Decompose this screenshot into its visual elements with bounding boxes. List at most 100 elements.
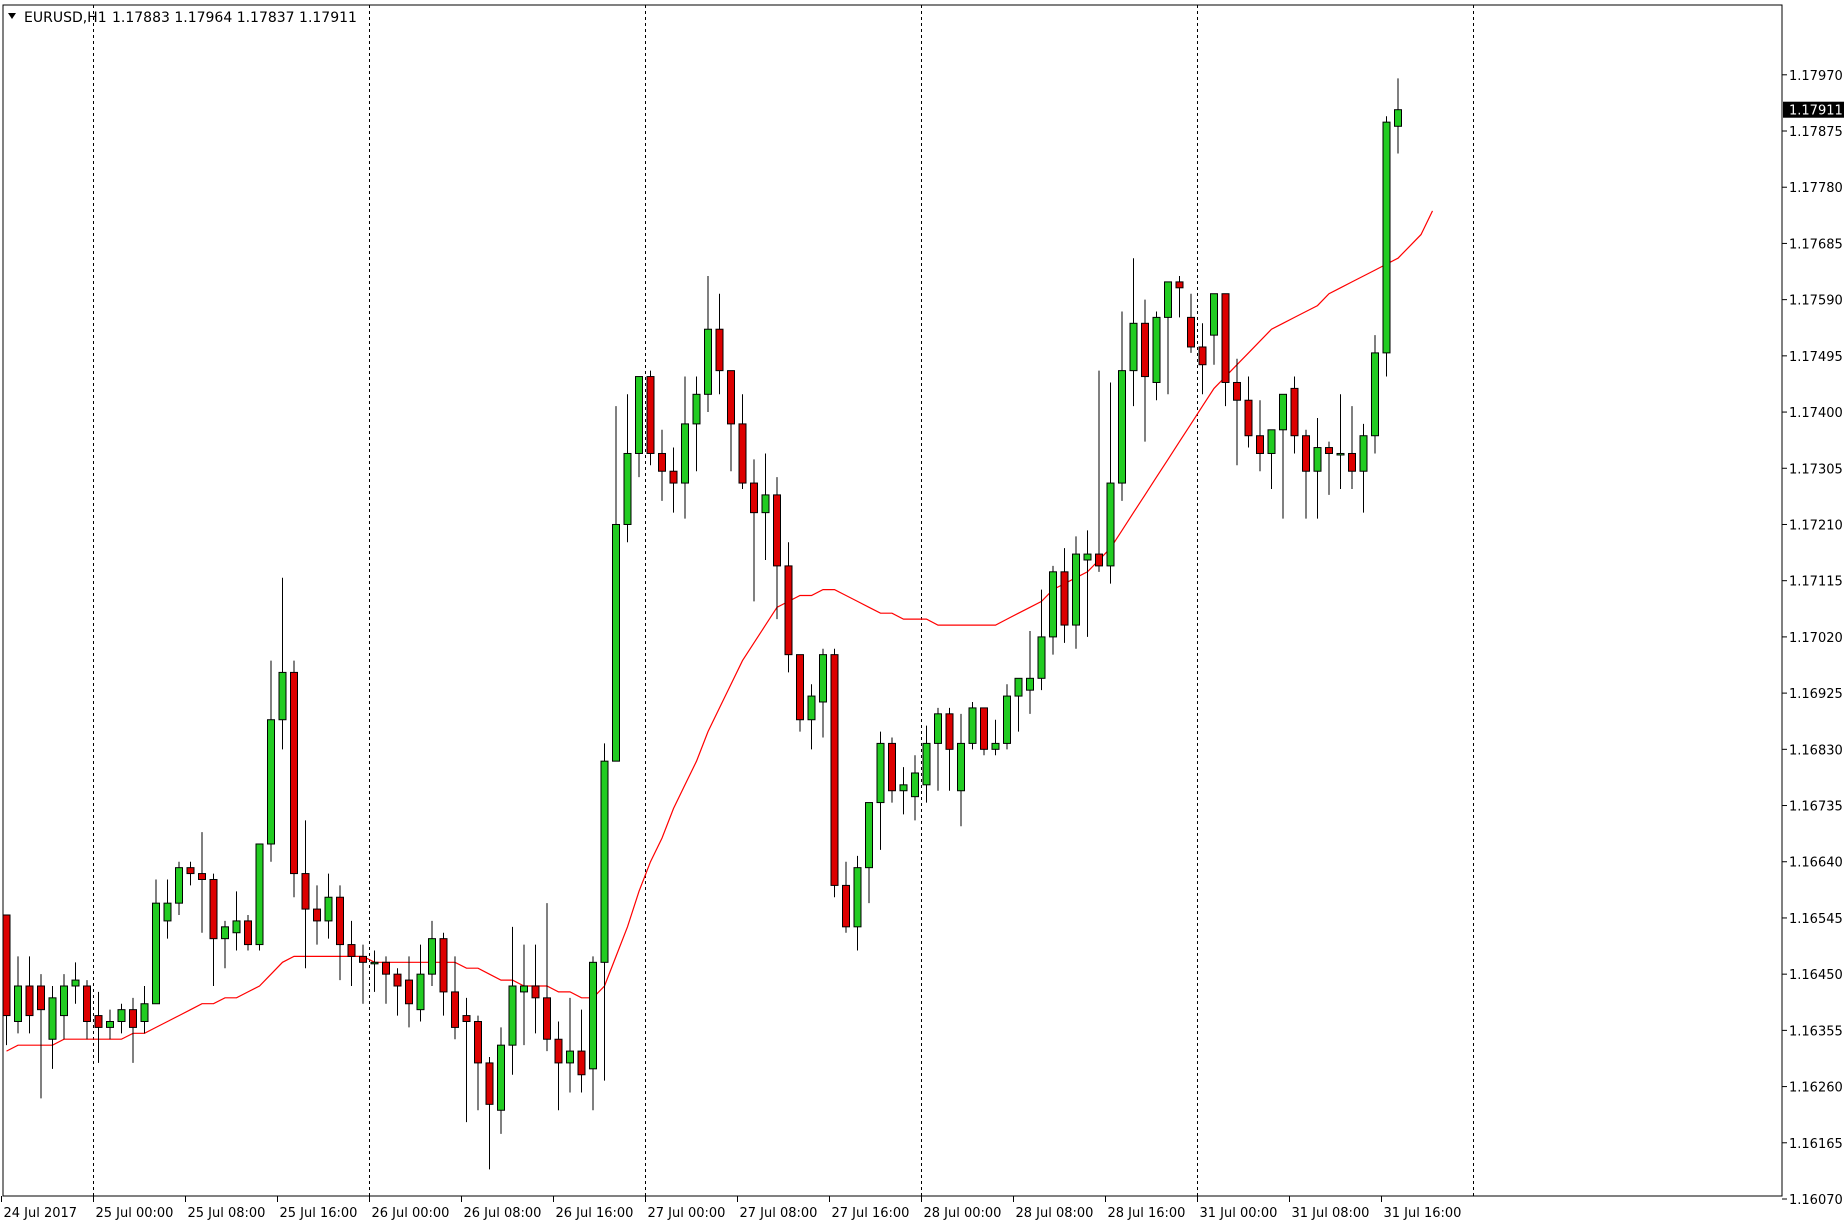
candle[interactable] (370, 950, 379, 992)
candle[interactable] (1313, 417, 1322, 519)
candle[interactable] (451, 956, 459, 1040)
candle[interactable] (94, 991, 103, 1063)
candle[interactable] (646, 370, 655, 466)
candle[interactable] (347, 920, 356, 986)
candle[interactable] (612, 406, 620, 762)
candle[interactable] (25, 956, 34, 1034)
candle[interactable] (784, 542, 793, 673)
candle[interactable] (382, 956, 390, 1004)
candle[interactable] (1164, 281, 1172, 395)
candle[interactable] (278, 577, 287, 750)
candle[interactable] (543, 903, 551, 1052)
candle[interactable] (577, 1009, 586, 1093)
candle[interactable] (1003, 684, 1011, 750)
candle[interactable] (945, 707, 954, 791)
candle[interactable] (290, 660, 298, 898)
candle[interactable] (773, 477, 781, 620)
candle[interactable] (888, 737, 896, 803)
candle[interactable] (106, 1009, 114, 1040)
candle[interactable] (1302, 429, 1310, 519)
candle[interactable] (899, 767, 908, 815)
candle[interactable] (71, 962, 80, 1004)
candle[interactable] (727, 370, 735, 472)
candle[interactable] (1129, 258, 1138, 407)
candle[interactable] (140, 985, 149, 1034)
candle[interactable] (623, 394, 632, 543)
candle[interactable] (1026, 630, 1034, 714)
candle[interactable] (1336, 394, 1345, 489)
candle[interactable] (531, 944, 540, 1034)
candle[interactable] (1198, 323, 1207, 395)
candle[interactable] (876, 731, 885, 850)
candle[interactable] (1382, 116, 1391, 377)
time-axis[interactable]: 24 Jul 2017 25 Jul 00:00 25 Jul 08:00 25 Ju… (1, 1196, 1462, 1221)
candle[interactable] (566, 997, 574, 1093)
candle[interactable] (1106, 382, 1115, 584)
candle[interactable] (922, 725, 931, 803)
candle[interactable] (474, 1015, 482, 1111)
candle[interactable] (313, 885, 321, 945)
candle[interactable] (1083, 530, 1092, 637)
candle[interactable] (704, 275, 712, 413)
candle[interactable] (853, 855, 862, 951)
candle[interactable] (1049, 565, 1057, 655)
candle[interactable] (462, 997, 471, 1123)
candle[interactable] (37, 974, 45, 1099)
candle[interactable] (934, 707, 942, 791)
candle[interactable] (439, 932, 448, 1016)
candle[interactable] (336, 885, 344, 981)
candle[interactable] (600, 743, 609, 1081)
candle[interactable] (117, 1003, 126, 1034)
candle[interactable] (761, 453, 770, 560)
candle[interactable] (807, 684, 816, 750)
candle[interactable] (957, 713, 965, 827)
candle[interactable] (359, 944, 367, 1004)
candle[interactable] (1359, 423, 1368, 513)
candle[interactable] (186, 861, 195, 886)
candle[interactable] (324, 873, 333, 939)
candle[interactable] (1210, 293, 1218, 365)
candle[interactable] (221, 920, 229, 969)
candle[interactable] (83, 980, 91, 1040)
candle[interactable] (1095, 370, 1103, 572)
candle[interactable] (198, 832, 206, 933)
candle[interactable] (301, 820, 310, 969)
candle[interactable] (1221, 293, 1230, 407)
candle[interactable] (60, 974, 68, 1040)
candle[interactable] (842, 861, 850, 933)
candle[interactable] (1060, 548, 1069, 643)
candles-layer[interactable] (2, 78, 1402, 1170)
candle[interactable] (635, 376, 643, 478)
dropdown-triangle-icon[interactable] (8, 13, 16, 19)
candle[interactable] (554, 1021, 563, 1111)
candle[interactable] (750, 459, 758, 602)
candle[interactable] (1256, 400, 1264, 472)
candle[interactable] (1175, 275, 1184, 318)
candle[interactable] (405, 956, 413, 1028)
candle[interactable] (508, 926, 517, 1075)
candle[interactable] (1348, 406, 1356, 489)
candle[interactable] (692, 376, 701, 472)
candle[interactable] (589, 956, 597, 1111)
candle[interactable] (738, 394, 747, 489)
candle[interactable] (991, 719, 1000, 756)
candle[interactable] (1325, 441, 1333, 495)
candle[interactable] (980, 707, 988, 756)
candle[interactable] (48, 985, 57, 1069)
candle[interactable] (175, 861, 183, 915)
candle[interactable] (1187, 293, 1195, 353)
candle[interactable] (1233, 358, 1241, 466)
candle[interactable] (416, 944, 425, 1022)
candle[interactable] (1118, 311, 1126, 501)
candle[interactable] (497, 1027, 505, 1134)
candle[interactable] (520, 944, 528, 1046)
candle[interactable] (1141, 299, 1149, 442)
candle[interactable] (1244, 376, 1253, 448)
candle[interactable] (244, 914, 252, 951)
candle[interactable] (911, 755, 919, 821)
candle[interactable] (428, 920, 436, 986)
candle[interactable] (1394, 78, 1402, 154)
candle[interactable] (1290, 376, 1299, 454)
candle[interactable] (393, 968, 402, 1016)
